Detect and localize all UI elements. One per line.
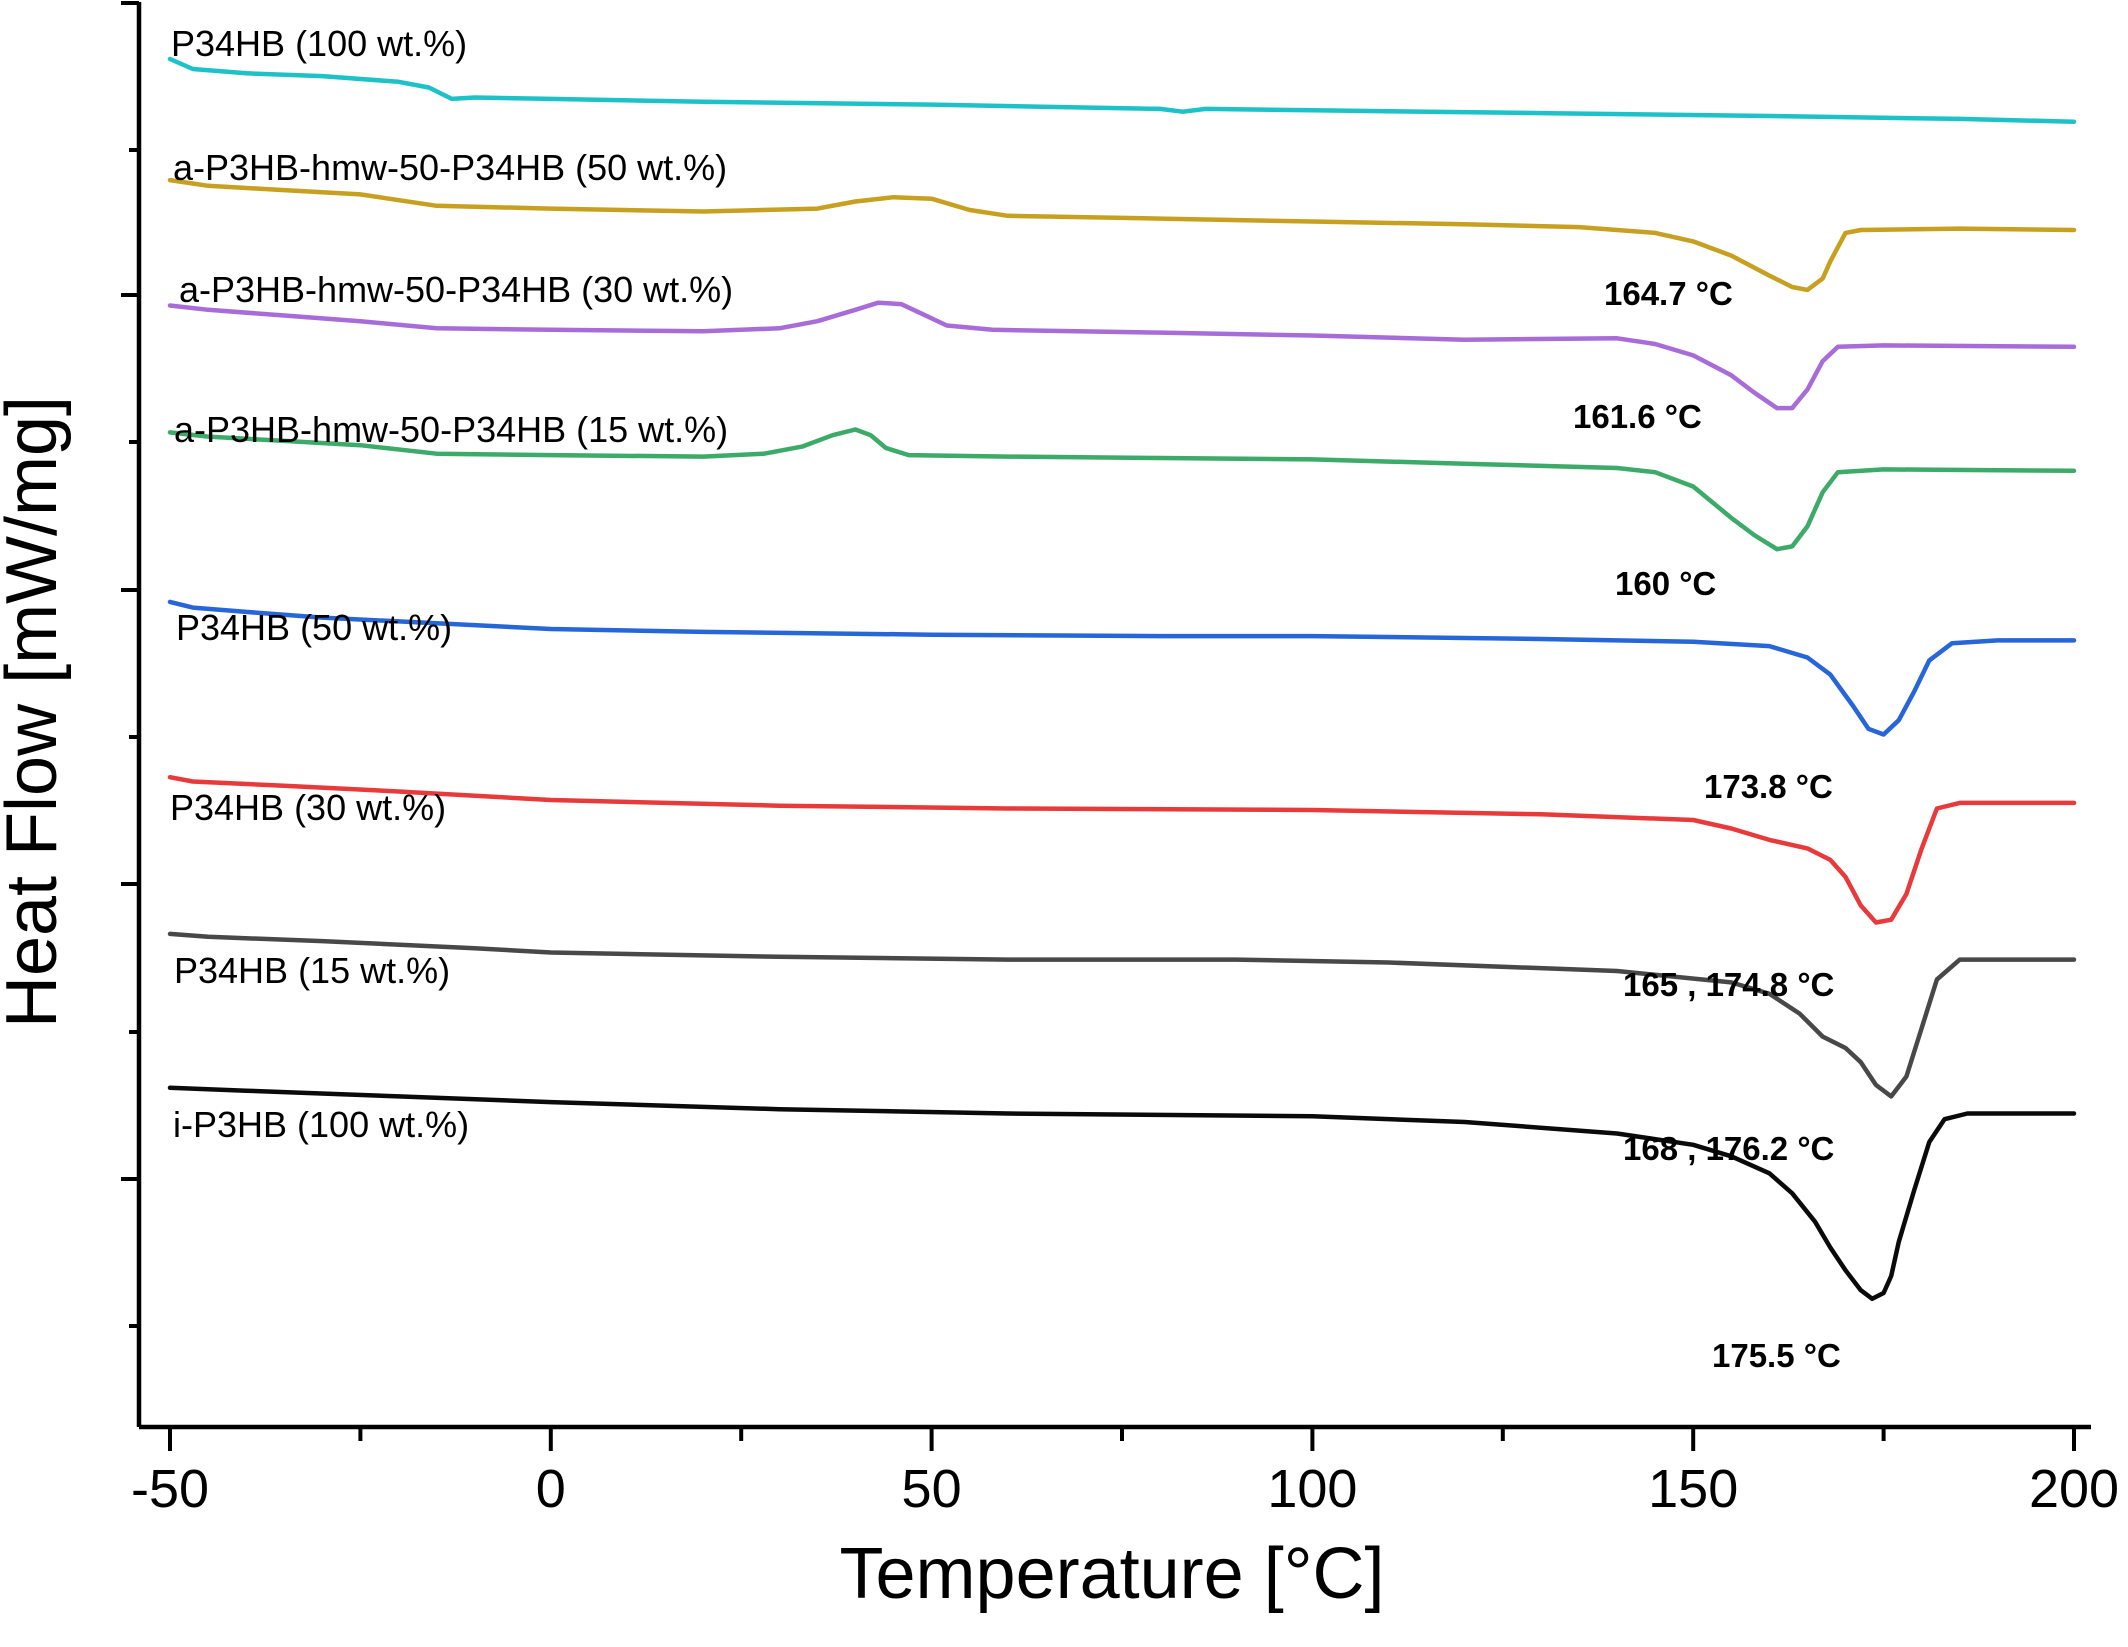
series-line xyxy=(167,931,2077,1099)
series-line xyxy=(167,774,2077,925)
x-tick-label: 200 xyxy=(2029,1459,2119,1519)
peak-temperature-label: 175.5 °C xyxy=(1712,1337,1841,1374)
peak-labels-group: 164.7 °C 161.6 °C 160 °C 173.8 °C 165 , 174.… xyxy=(1573,275,1841,1374)
series-line xyxy=(167,300,2077,411)
peak-temperature-label: 160 °C xyxy=(1615,565,1716,602)
x-tick-label: 100 xyxy=(1267,1459,1357,1519)
series-name-label: a-P3HB-hmw-50-P34HB (50 wt.%) xyxy=(173,147,727,188)
series-name-label: P34HB (15 wt.%) xyxy=(174,950,450,991)
peak-temperature-label: 161.6 °C xyxy=(1573,398,1702,435)
series-labels-group: P34HB (100 wt.%) a-P3HB-hmw-50-P34HB (50 … xyxy=(170,23,733,1145)
peak-temperature-label: 164.7 °C xyxy=(1604,275,1733,312)
x-ticks-group: -50 0 50 100 150 200 xyxy=(131,1427,2119,1519)
series-line xyxy=(167,1085,2077,1302)
series-name-label: P34HB (50 wt.%) xyxy=(176,607,452,648)
x-tick-label: 0 xyxy=(536,1459,566,1519)
y-ticks-group xyxy=(121,1,139,1328)
series-name-label: a-P3HB-hmw-50-P34HB (15 wt.%) xyxy=(174,409,728,450)
series-line xyxy=(167,427,2077,552)
series-line xyxy=(167,177,2077,293)
x-tick-label: 150 xyxy=(1648,1459,1738,1519)
curves-group xyxy=(167,56,2077,1302)
y-axis-title: Heat Flow [mW/mg] xyxy=(0,396,72,1028)
series-name-label: P34HB (100 wt.%) xyxy=(171,23,467,64)
peak-temperature-label: 173.8 °C xyxy=(1704,768,1833,805)
series-name-label: a-P3HB-hmw-50-P34HB (30 wt.%) xyxy=(179,269,733,310)
series-name-label: i-P3HB (100 wt.%) xyxy=(173,1104,469,1145)
peak-temperature-label: 168 , 176.2 °C xyxy=(1623,1130,1834,1167)
x-tick-label: 50 xyxy=(902,1459,962,1519)
x-axis-title: Temperature [°C] xyxy=(840,1534,1385,1614)
peak-temperature-label: 165 , 174.8 °C xyxy=(1623,966,1834,1003)
series-line xyxy=(167,599,2077,737)
x-tick-label: -50 xyxy=(131,1459,209,1519)
series-line xyxy=(167,56,2077,124)
series-name-label: P34HB (30 wt.%) xyxy=(170,787,446,828)
